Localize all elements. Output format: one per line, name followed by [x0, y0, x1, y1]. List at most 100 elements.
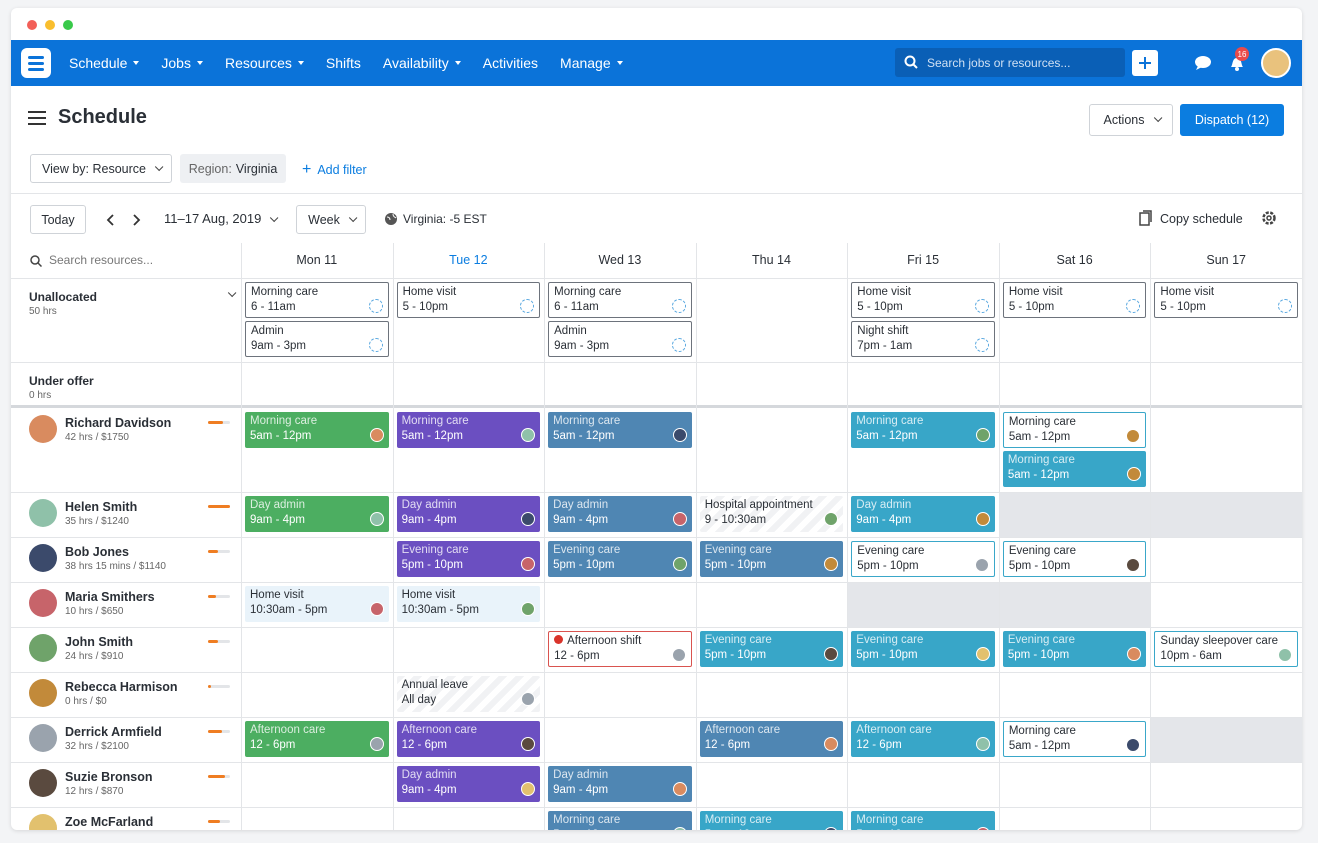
shift-card[interactable]: Morning care 5am - 12pm	[396, 412, 541, 448]
resource-name[interactable]: Helen Smith	[65, 500, 138, 514]
resource-avatar	[29, 724, 57, 752]
shift-card[interactable]: Day admin 9am - 4pm	[245, 496, 389, 532]
shift-card[interactable]: Night shift 7pm - 1am	[851, 321, 995, 357]
region-chip[interactable]: Region: Virginia	[180, 154, 286, 183]
shift-card[interactable]: Evening care 5pm - 10pm	[548, 541, 692, 577]
shift-card[interactable]: Morning care 6 - 11am	[548, 282, 692, 318]
shift-card[interactable]: Afternoon care 12 - 6pm	[245, 721, 389, 757]
resource-name[interactable]: Bob Jones	[65, 545, 129, 559]
menu-icon[interactable]	[28, 111, 46, 125]
shift-time: 5pm - 10pm	[704, 649, 767, 661]
shift-title: Evening care	[401, 544, 469, 556]
shift-card[interactable]: Afternoon care 12 - 6pm	[699, 721, 844, 757]
today-button[interactable]: Today	[30, 205, 86, 234]
assignee-avatar	[824, 737, 839, 751]
shift-card[interactable]: Admin 9am - 3pm	[245, 321, 389, 357]
shift-card[interactable]: Home visit 5 - 10pm	[396, 282, 541, 318]
copy-schedule[interactable]: Copy schedule	[1160, 212, 1243, 226]
shift-card[interactable]: Evening care 5pm - 10pm	[699, 631, 844, 667]
resource-name[interactable]: Rebecca Harmison	[65, 680, 178, 694]
shift-card[interactable]: Day admin 9am - 4pm	[396, 496, 541, 532]
shift-card[interactable]: Evening care 5pm - 10pm	[1002, 541, 1147, 577]
nav-item[interactable]: Activities	[483, 55, 538, 71]
chat-icon[interactable]	[1194, 55, 1212, 71]
user-avatar[interactable]	[1261, 48, 1291, 78]
nav-item[interactable]: Jobs	[161, 55, 203, 71]
resource-avatar	[29, 589, 57, 617]
resource-name[interactable]: Richard Davidson	[65, 416, 172, 430]
shift-card[interactable]: Home visit 5 - 10pm	[1154, 282, 1298, 318]
shift-title: Home visit	[1008, 286, 1063, 298]
add-filter[interactable]: + Add filter	[302, 161, 367, 178]
resource-name[interactable]: Suzie Bronson	[65, 770, 153, 784]
shift-card[interactable]: Home visit 5 - 10pm	[851, 282, 995, 318]
settings-icon[interactable]	[1261, 210, 1277, 226]
resource-name[interactable]: Derrick Armfield	[65, 725, 162, 739]
shift-card[interactable]: Evening care 5pm - 10pm	[851, 631, 995, 667]
group-hours: 0 hrs	[29, 390, 52, 401]
shift-card[interactable]: Morning care 5am - 12pm	[699, 811, 844, 830]
shift-title: Admin	[251, 325, 284, 337]
shift-card[interactable]: Evening care 5pm - 10pm	[699, 541, 844, 577]
nav-label: Availability	[382, 55, 449, 71]
shift-card[interactable]: Home visit 10:30am - 5pm	[245, 586, 389, 622]
shift-card[interactable]: Evening care 5pm - 10pm	[851, 541, 995, 577]
resource-name[interactable]: Maria Smithers	[65, 590, 155, 604]
utilization-bar	[208, 550, 218, 553]
nav-item[interactable]: Resources	[225, 55, 304, 71]
resource-name[interactable]: John Smith	[65, 635, 134, 649]
shift-card[interactable]: Home visit 10:30am - 5pm	[396, 586, 541, 622]
shift-title: Afternoon shift	[554, 634, 686, 649]
global-search[interactable]: Search jobs or resources...	[895, 48, 1125, 77]
shift-card[interactable]: Sunday sleepover care 10pm - 6am	[1154, 631, 1298, 667]
shift-card[interactable]: Morning care 5am - 12pm	[851, 811, 995, 830]
view-by-select[interactable]: View by: Resource	[30, 154, 172, 183]
shift-time: 12 - 6pm	[401, 739, 447, 751]
shift-time: 10:30am - 5pm	[250, 604, 328, 616]
shift-card[interactable]: Annual leave All day	[396, 676, 541, 712]
resource-search[interactable]: Search resources...	[49, 253, 154, 267]
shift-card[interactable]: Morning care 5am - 12pm	[1002, 451, 1147, 487]
nav-item[interactable]: Manage	[560, 55, 623, 71]
dispatch-label: Dispatch (12)	[1194, 113, 1270, 127]
shift-card[interactable]: Afternoon shift 12 - 6pm	[548, 631, 692, 667]
utilization-bar	[208, 730, 223, 733]
shift-card[interactable]: Afternoon care 12 - 6pm	[396, 721, 541, 757]
row-line	[11, 627, 1302, 628]
week-arrows[interactable]	[105, 213, 145, 227]
shift-title: Home visit	[250, 589, 304, 601]
date-range[interactable]: 11–17 Aug, 2019	[164, 211, 279, 226]
shift-card[interactable]: Morning care 5am - 12pm	[1002, 412, 1147, 448]
shift-card[interactable]: Morning care 5am - 12pm	[851, 412, 995, 448]
shift-card[interactable]: Morning care 5am - 12pm	[245, 412, 389, 448]
week-select[interactable]: Week	[296, 205, 366, 234]
shift-card[interactable]: Admin 9am - 3pm	[548, 321, 692, 357]
shift-card[interactable]: Day admin 9am - 4pm	[548, 766, 692, 802]
shift-card[interactable]: Day admin 9am - 4pm	[548, 496, 692, 532]
nav-item[interactable]: Availability	[383, 55, 461, 71]
nav-item[interactable]: Schedule	[69, 55, 140, 71]
actions-button[interactable]: Actions	[1089, 104, 1173, 136]
shift-card[interactable]: Morning care 5am - 12pm	[1002, 721, 1147, 757]
schedule-grid: Search resources... Mon 11 Tue 12 Wed 13 Thu…	[11, 243, 1302, 830]
assignee-avatar	[369, 428, 384, 442]
shift-card[interactable]: Morning care 5am - 12pm	[548, 412, 692, 448]
shift-card[interactable]: Morning care 5am - 12pm	[548, 811, 692, 830]
add-button[interactable]	[1132, 50, 1158, 76]
group-toggle[interactable]	[227, 288, 237, 298]
resource-name[interactable]: Zoe McFarland	[65, 815, 154, 829]
nav-item[interactable]: Shifts	[326, 55, 361, 71]
shift-card[interactable]: Afternoon care 12 - 6pm	[851, 721, 995, 757]
shift-card[interactable]: Home visit 5 - 10pm	[1002, 282, 1147, 318]
shift-card[interactable]: Hospital appointment 9 - 10:30am	[699, 496, 844, 532]
shift-card[interactable]: Day admin 9am - 4pm	[851, 496, 995, 532]
shift-card[interactable]: Evening care 5pm - 10pm	[396, 541, 541, 577]
assignee-avatar	[824, 512, 839, 526]
notification-badge: 16	[1235, 47, 1249, 61]
shift-title: Day admin	[401, 769, 457, 781]
shift-card[interactable]: Evening care 5pm - 10pm	[1002, 631, 1147, 667]
dispatch-button[interactable]: Dispatch (12)	[1180, 104, 1284, 136]
shift-card[interactable]: Day admin 9am - 4pm	[396, 766, 541, 802]
shift-card[interactable]: Morning care 6 - 11am	[245, 282, 389, 318]
shift-time: 5pm - 10pm	[553, 559, 615, 571]
